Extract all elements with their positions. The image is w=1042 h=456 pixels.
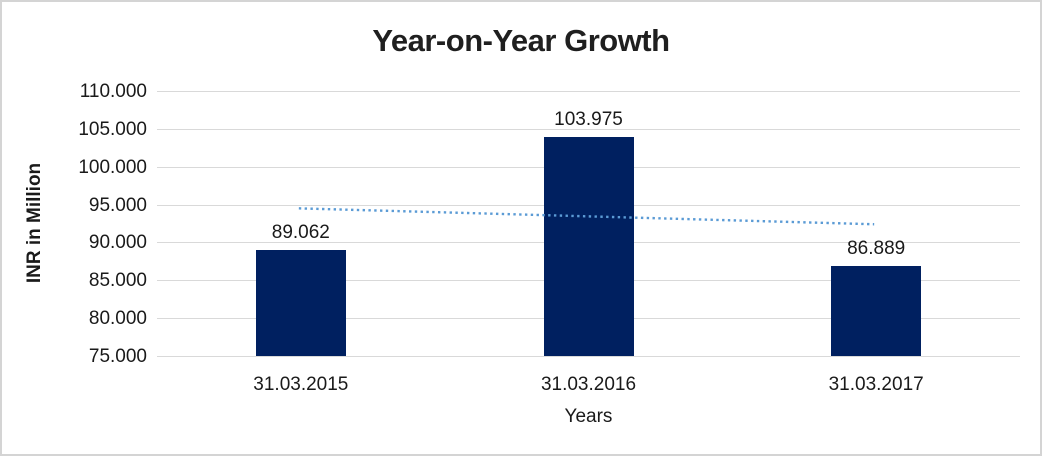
bar-31.03.2017 xyxy=(831,265,922,356)
y-axis-tick-label: 110.000 xyxy=(79,81,147,102)
x-axis-tick-label: 31.03.2016 xyxy=(540,374,637,395)
x-axis-title: Years xyxy=(564,406,613,427)
chart-title: Year-on-Year Growth xyxy=(372,23,670,58)
gridline xyxy=(157,128,1020,130)
y-axis-tick-label: 80.000 xyxy=(88,308,147,330)
gridline xyxy=(157,356,1020,357)
y-axis-title: INR in Million xyxy=(24,162,45,284)
bar-data-label: 103.975 xyxy=(554,108,623,130)
y-axis-tick-label: 105.000 xyxy=(78,118,147,140)
x-axis-tick-label: 31.03.2015 xyxy=(253,374,349,395)
x-axis-tick-label: 31.03.2017 xyxy=(828,374,924,395)
y-axis-tick-label: 95.000 xyxy=(88,194,147,216)
y-axis-tick-label: 100.000 xyxy=(78,156,147,178)
gridline xyxy=(157,91,1020,92)
y-axis-tick-label: 90.000 xyxy=(88,232,147,254)
y-axis-tick-label: 85.000 xyxy=(88,270,147,292)
bar-31.03.2015 xyxy=(255,249,346,356)
bar-data-label: 86.889 xyxy=(847,237,906,259)
y-axis-tick-label: 75.000 xyxy=(88,346,147,367)
bar-data-label: 89.062 xyxy=(271,221,330,243)
bar-31.03.2016 xyxy=(543,136,634,356)
